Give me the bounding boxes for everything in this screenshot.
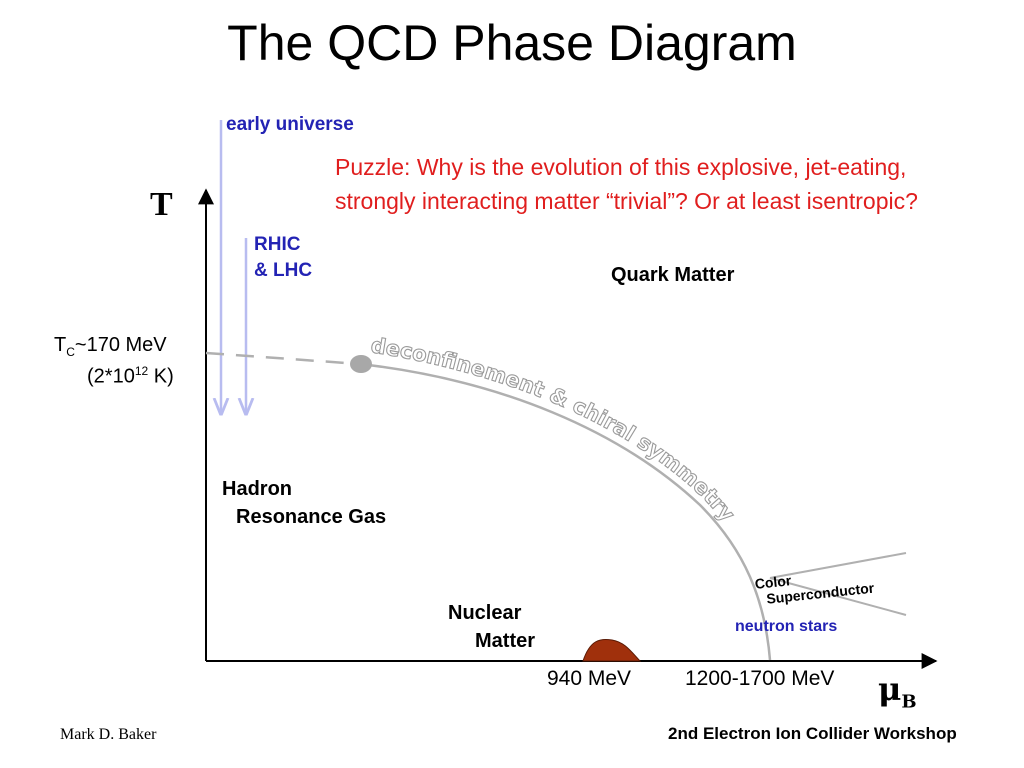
mu-symbol: μ [878, 670, 902, 708]
crossover-dashed-line [205, 351, 361, 366]
mu-axis-label: μB [878, 670, 917, 712]
phase-boundary-line [359, 362, 772, 661]
t-axis-label: T [150, 186, 173, 223]
nuclear-label-line2: Matter [475, 630, 536, 652]
puzzle-text: Puzzle: Why is the evolution of this exp… [335, 154, 918, 214]
tc-kelvin-exponent: 12 [134, 364, 149, 378]
tick-1200-1700-mev: 1200-1700 MeV [685, 667, 835, 690]
nuclear-label-line1: Nuclear [448, 602, 522, 624]
tc-kelvin-suffix: K) [148, 365, 174, 388]
csc-boundary-lower [769, 577, 907, 616]
tc-value: ~170 MeV [74, 334, 167, 356]
hadron-label-line1: Hadron [222, 478, 292, 500]
rhic-label-line2: & LHC [254, 260, 313, 281]
rhic-lhc-label: RHIC & LHC [254, 232, 312, 284]
tc-symbol: T [54, 334, 67, 356]
mu-subscript: B [901, 691, 917, 713]
tick-940-mev: 940 MeV [547, 667, 632, 690]
early-universe-label: early universe [226, 114, 354, 135]
nuclear-matter-label: Nuclear Matter [448, 599, 535, 655]
critical-temperature-label: TC~170 MeV [54, 334, 167, 359]
transition-label: deconfinement & chiral symmetry [369, 333, 739, 526]
hadron-label-line2: Resonance Gas [236, 506, 387, 528]
csc-boundary-upper [769, 552, 907, 579]
rhic-label-line1: RHIC [254, 234, 301, 255]
neutron-stars-label: neutron stars [735, 618, 838, 635]
nuclear-matter-bump [582, 638, 642, 662]
critical-point [350, 355, 372, 373]
page-title: The QCD Phase Diagram [227, 15, 797, 71]
footer-author: Mark D. Baker [60, 726, 157, 743]
hadron-gas-label: Hadron Resonance Gas [222, 475, 386, 531]
tc-kelvin-prefix: (2*10 [87, 365, 135, 388]
footer-workshop: 2nd Electron Ion Collider Workshop [668, 724, 957, 743]
tc-subscript: C [66, 345, 75, 359]
critical-temperature-kelvin: (2*1012 K) [87, 364, 174, 389]
quark-matter-label: Quark Matter [611, 264, 735, 286]
